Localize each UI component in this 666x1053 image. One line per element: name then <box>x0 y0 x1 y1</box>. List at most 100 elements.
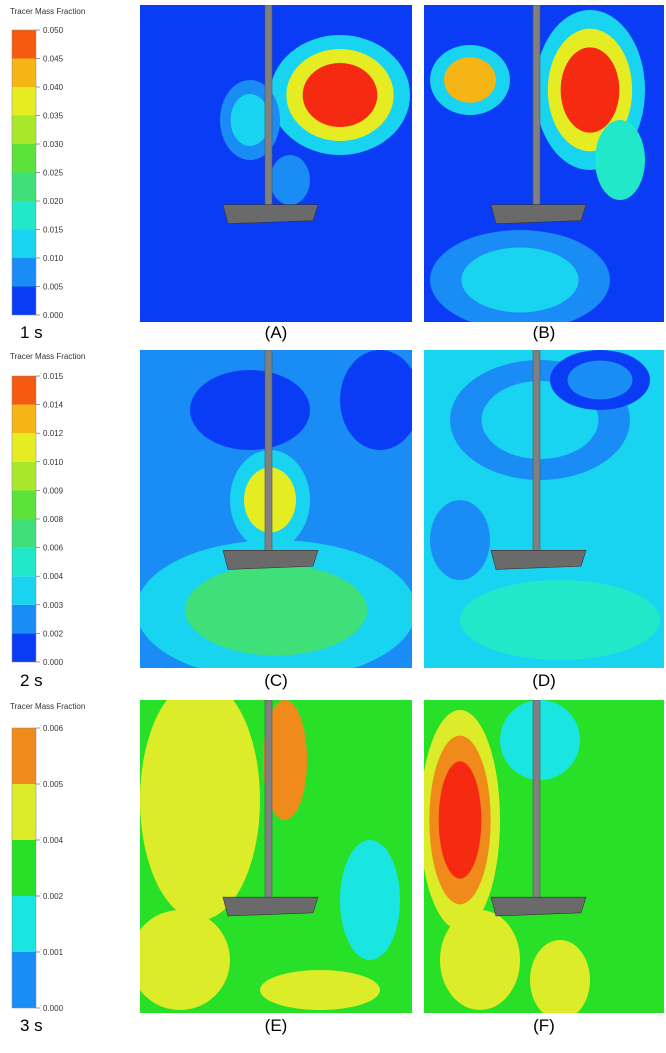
contour-region <box>340 840 400 960</box>
impeller-shaft <box>532 5 541 215</box>
colorbar-segment <box>12 201 36 230</box>
colorbar-tick-label: 0.002 <box>43 892 64 901</box>
impeller-shaft <box>264 5 273 215</box>
impeller-shaft <box>532 350 541 561</box>
colorbar-tick-label: 0.005 <box>43 283 64 292</box>
colorbar-segment <box>12 286 36 315</box>
colorbar-tick-label: 0.006 <box>43 724 64 733</box>
colorbar-title: Tracer Mass Fraction <box>10 7 85 16</box>
colorbar-segment <box>12 433 36 462</box>
time-label: 1 s <box>20 323 43 342</box>
colorbar-segment <box>12 840 36 896</box>
time-label: 2 s <box>20 671 43 690</box>
colorbar-segment <box>12 896 36 952</box>
colorbar-tick-label: 0.009 <box>43 486 64 495</box>
colorbar-tick-label: 0.001 <box>43 948 64 957</box>
colorbar-segment <box>12 604 36 634</box>
contour-field <box>424 700 664 1013</box>
colorbar-segment <box>12 547 36 577</box>
contour-field <box>424 5 664 322</box>
contour-region <box>430 500 490 580</box>
colorbar-title: Tracer Mass Fraction <box>10 702 85 711</box>
colorbar-segment <box>12 58 36 87</box>
contour-region <box>190 370 310 450</box>
colorbar-tick-label: 0.004 <box>43 836 64 845</box>
colorbar-segment <box>12 87 36 116</box>
colorbar-segment <box>12 519 36 548</box>
colorbar-segment <box>12 115 36 144</box>
contour-panel <box>140 700 412 1013</box>
contour-field <box>140 350 412 668</box>
contour-panel <box>424 5 664 322</box>
colorbar-segment <box>12 404 36 434</box>
impeller-blades <box>490 896 587 917</box>
colorbar-tick-label: 0.002 <box>43 629 64 638</box>
colorbar-tick-label: 0.015 <box>43 372 64 381</box>
contour-panel <box>140 5 412 322</box>
colorbar-tick-label: 0.035 <box>43 112 64 121</box>
impeller-blades <box>222 896 319 917</box>
panel-label: (F) <box>533 1016 555 1035</box>
colorbar-segment <box>12 258 36 287</box>
colorbar-segment <box>12 461 36 491</box>
colorbar-segment <box>12 728 36 784</box>
impeller-blades <box>490 204 587 225</box>
colorbar-segment <box>12 229 36 258</box>
impeller-blades <box>222 550 319 570</box>
colorbar-tick-label: 0.005 <box>43 780 64 789</box>
colorbar-segment <box>12 172 36 201</box>
contour-field <box>140 5 412 322</box>
colorbar-tick-label: 0.003 <box>43 601 64 610</box>
colorbar-segment <box>12 30 36 59</box>
colorbar-tick-label: 0.004 <box>43 572 64 581</box>
contour-region <box>140 910 230 1010</box>
colorbar-segment <box>12 952 36 1008</box>
contour-region <box>302 63 378 127</box>
colorbar-tick-label: 0.008 <box>43 515 64 524</box>
colorbar-tick-label: 0.010 <box>43 254 64 263</box>
colorbar-tick-label: 0.020 <box>43 197 64 206</box>
colorbar-tick-label: 0.014 <box>43 401 64 410</box>
colorbar-segment <box>12 633 36 662</box>
colorbar-tick-label: 0.012 <box>43 429 64 438</box>
colorbar-segment <box>12 376 36 405</box>
colorbar-tick-label: 0.030 <box>43 140 64 149</box>
colorbar-tick-label: 0.006 <box>43 544 64 553</box>
colorbar-segment <box>12 490 36 519</box>
panel-label: (B) <box>533 323 556 342</box>
contour-field <box>424 350 664 668</box>
contour-region <box>260 970 380 1010</box>
colorbar-title: Tracer Mass Fraction <box>10 352 85 361</box>
contour-region <box>530 940 590 1013</box>
colorbar-tick-label: 0.050 <box>43 26 64 35</box>
time-label: 3 s <box>20 1016 43 1035</box>
colorbar-tick-label: 0.040 <box>43 83 64 92</box>
impeller-shaft <box>264 350 273 561</box>
contour-region <box>461 247 579 313</box>
contour-field <box>140 700 412 1013</box>
colorbar-tick-label: 0.025 <box>43 169 64 178</box>
contour-region <box>185 564 367 656</box>
impeller-blades <box>222 204 319 225</box>
contour-region <box>263 700 307 820</box>
contour-region <box>270 155 310 205</box>
panel-label: (C) <box>264 671 288 690</box>
colorbar-frame <box>11 727 37 1009</box>
contour-region <box>444 57 496 103</box>
colorbar-segment <box>12 144 36 173</box>
impeller-blades <box>490 550 587 570</box>
colorbar-tick-label: 0.045 <box>43 55 64 64</box>
contour-panel <box>140 350 412 668</box>
contour-region <box>340 350 412 450</box>
contour-region <box>595 120 645 200</box>
colorbar-segment <box>12 576 36 605</box>
contour-panel <box>424 700 664 1013</box>
colorbar-tick-label: 0.000 <box>43 1004 64 1013</box>
contour-region <box>440 910 520 1010</box>
contour-panel <box>424 350 664 668</box>
panel-label: (E) <box>265 1016 288 1035</box>
colorbar-tick-label: 0.010 <box>43 458 64 467</box>
contour-region <box>438 761 482 879</box>
contour-region <box>230 94 270 146</box>
impeller-shaft <box>264 700 273 907</box>
